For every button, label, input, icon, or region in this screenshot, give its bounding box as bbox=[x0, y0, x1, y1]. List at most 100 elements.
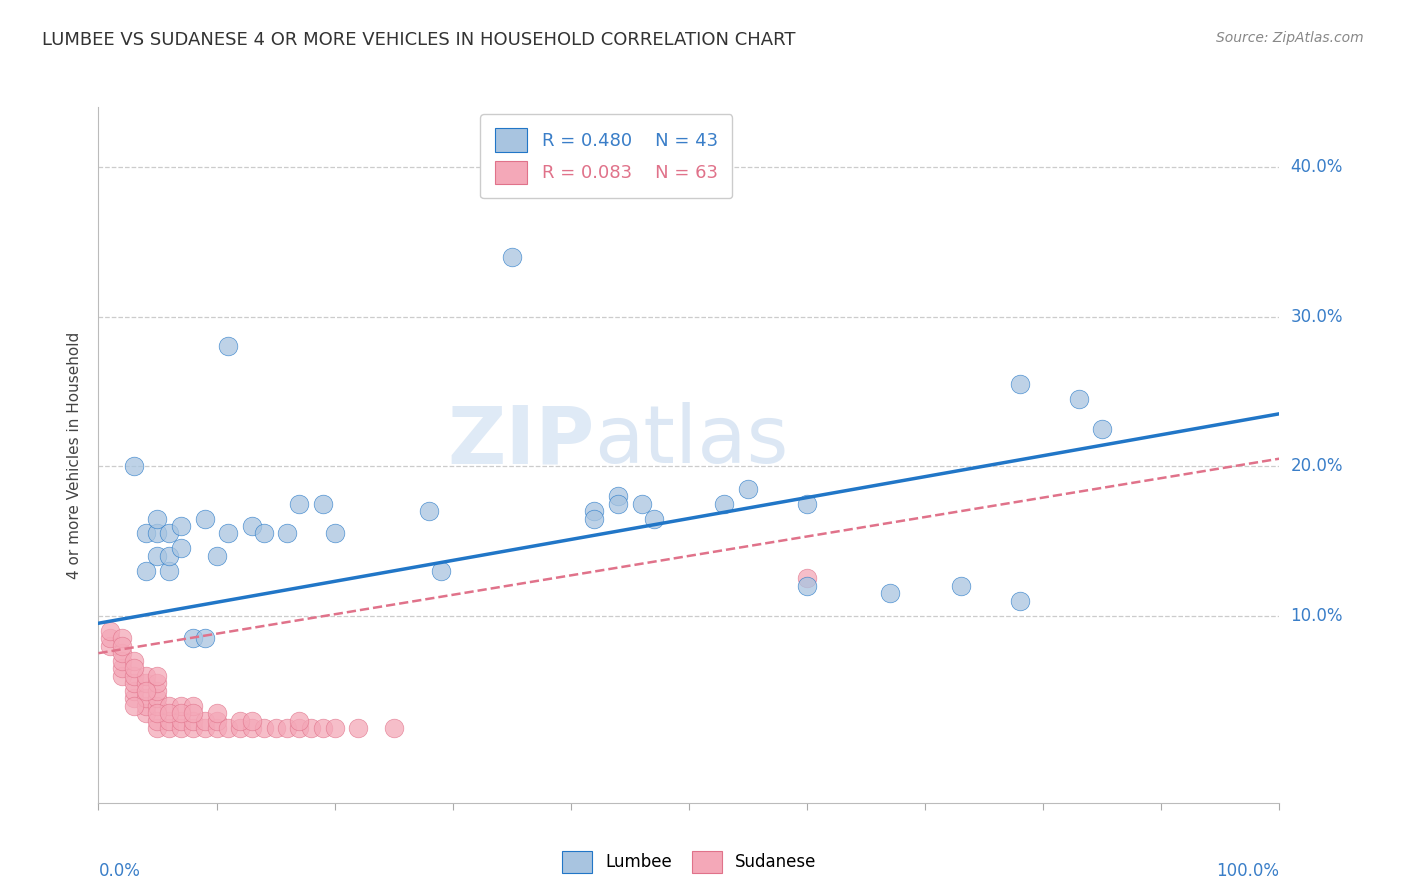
Point bbox=[217, 339, 239, 353]
Point bbox=[170, 519, 193, 533]
Point bbox=[583, 511, 606, 525]
Point bbox=[194, 721, 217, 735]
Point bbox=[146, 526, 169, 541]
Point bbox=[229, 714, 252, 728]
Point bbox=[323, 526, 346, 541]
Point bbox=[583, 504, 606, 518]
Point bbox=[170, 714, 193, 728]
Point bbox=[949, 579, 972, 593]
Point bbox=[157, 564, 180, 578]
Point bbox=[111, 631, 134, 645]
Point bbox=[135, 698, 157, 713]
Point bbox=[347, 721, 370, 735]
Legend: R = 0.480    N = 43, R = 0.083    N = 63: R = 0.480 N = 43, R = 0.083 N = 63 bbox=[481, 114, 733, 198]
Point bbox=[157, 714, 180, 728]
Point bbox=[205, 721, 228, 735]
Point bbox=[146, 714, 169, 728]
Point bbox=[122, 661, 145, 675]
Point bbox=[122, 668, 145, 682]
Point bbox=[122, 654, 145, 668]
Point bbox=[157, 549, 180, 563]
Point bbox=[240, 721, 263, 735]
Point bbox=[122, 683, 145, 698]
Point bbox=[194, 511, 217, 525]
Point bbox=[146, 668, 169, 682]
Point bbox=[879, 586, 901, 600]
Point bbox=[98, 639, 121, 653]
Text: 100.0%: 100.0% bbox=[1216, 862, 1279, 880]
Point bbox=[170, 541, 193, 556]
Point bbox=[217, 721, 239, 735]
Legend: Lumbee, Sudanese: Lumbee, Sudanese bbox=[555, 845, 823, 880]
Point bbox=[111, 668, 134, 682]
Text: Source: ZipAtlas.com: Source: ZipAtlas.com bbox=[1216, 31, 1364, 45]
Point bbox=[181, 698, 204, 713]
Point bbox=[170, 698, 193, 713]
Point bbox=[111, 646, 134, 660]
Point bbox=[737, 482, 759, 496]
Point bbox=[111, 639, 134, 653]
Point bbox=[181, 631, 204, 645]
Point bbox=[135, 706, 157, 720]
Point bbox=[146, 676, 169, 690]
Point bbox=[122, 691, 145, 706]
Point bbox=[135, 691, 157, 706]
Point bbox=[240, 519, 263, 533]
Point bbox=[796, 579, 818, 593]
Point bbox=[122, 459, 145, 474]
Point bbox=[418, 504, 440, 518]
Point bbox=[194, 631, 217, 645]
Point bbox=[276, 721, 298, 735]
Point bbox=[98, 631, 121, 645]
Point bbox=[796, 497, 818, 511]
Point bbox=[312, 497, 335, 511]
Point bbox=[288, 497, 311, 511]
Point bbox=[157, 721, 180, 735]
Point bbox=[146, 549, 169, 563]
Text: LUMBEE VS SUDANESE 4 OR MORE VEHICLES IN HOUSEHOLD CORRELATION CHART: LUMBEE VS SUDANESE 4 OR MORE VEHICLES IN… bbox=[42, 31, 796, 49]
Point bbox=[299, 721, 322, 735]
Point bbox=[157, 706, 180, 720]
Point bbox=[181, 706, 204, 720]
Point bbox=[205, 714, 228, 728]
Point bbox=[170, 721, 193, 735]
Point bbox=[1067, 392, 1090, 406]
Point bbox=[135, 676, 157, 690]
Text: 20.0%: 20.0% bbox=[1291, 457, 1343, 475]
Text: 30.0%: 30.0% bbox=[1291, 308, 1343, 326]
Point bbox=[276, 526, 298, 541]
Point bbox=[146, 683, 169, 698]
Point bbox=[111, 661, 134, 675]
Point bbox=[382, 721, 405, 735]
Point bbox=[146, 698, 169, 713]
Point bbox=[135, 683, 157, 698]
Point bbox=[146, 706, 169, 720]
Point bbox=[253, 526, 276, 541]
Point bbox=[796, 571, 818, 585]
Text: 0.0%: 0.0% bbox=[98, 862, 141, 880]
Y-axis label: 4 or more Vehicles in Household: 4 or more Vehicles in Household bbox=[67, 331, 83, 579]
Point bbox=[146, 721, 169, 735]
Point bbox=[122, 676, 145, 690]
Point bbox=[240, 714, 263, 728]
Point bbox=[323, 721, 346, 735]
Point bbox=[501, 250, 523, 264]
Point bbox=[430, 564, 453, 578]
Point bbox=[217, 526, 239, 541]
Point bbox=[229, 721, 252, 735]
Point bbox=[170, 706, 193, 720]
Point bbox=[713, 497, 735, 511]
Point bbox=[135, 564, 157, 578]
Point bbox=[288, 714, 311, 728]
Point bbox=[135, 526, 157, 541]
Text: 40.0%: 40.0% bbox=[1291, 158, 1343, 176]
Point bbox=[1008, 376, 1031, 391]
Point bbox=[205, 706, 228, 720]
Text: 10.0%: 10.0% bbox=[1291, 607, 1343, 624]
Text: atlas: atlas bbox=[595, 402, 789, 480]
Point bbox=[146, 511, 169, 525]
Point bbox=[98, 624, 121, 638]
Point bbox=[1008, 594, 1031, 608]
Point bbox=[181, 721, 204, 735]
Point bbox=[607, 497, 630, 511]
